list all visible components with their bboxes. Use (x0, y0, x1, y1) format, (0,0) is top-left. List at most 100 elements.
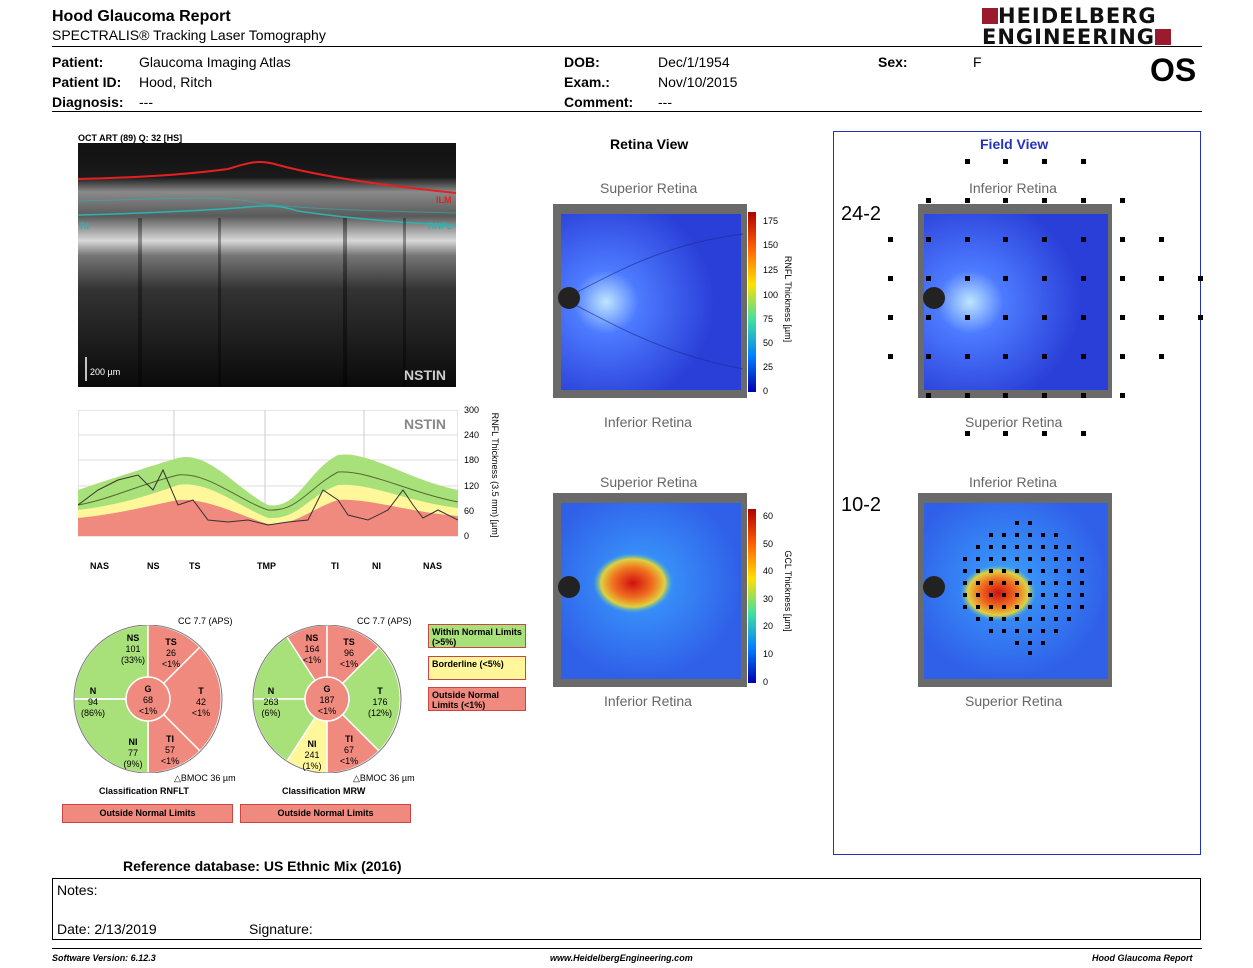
mrw-sector-ts: TS 96 <1% (339, 637, 359, 669)
notes-box[interactable] (52, 878, 1201, 940)
field-map1-top-label: Inferior Retina (969, 180, 1057, 196)
retina-map1-top-label: Superior Retina (600, 180, 698, 196)
profile-y-axis-label: RNFL Thickness (3.5 mm) [µm] (490, 412, 500, 538)
field-map2-bottom-label: Superior Retina (965, 693, 1063, 709)
eye-label: OS (1150, 52, 1197, 88)
profile-ytick-60: 60 (464, 506, 475, 516)
rnfl-scale-tick-175: 175 (763, 216, 779, 226)
logo-line-2: ENGINEERING (982, 25, 1172, 49)
mrw-sector-g: G 187 <1% (317, 684, 337, 716)
gcl-scale-label: GCL Thickness [µm] (783, 550, 793, 632)
header-divider (52, 46, 1202, 47)
profile-xtick-tmp: TMP (257, 561, 276, 571)
profile-nstin-label: NSTIN (404, 416, 446, 432)
software-version: Software Version: 6.12.3 (52, 953, 156, 963)
profile-ytick-180: 180 (464, 455, 480, 465)
retina-map2-bottom-label: Inferior Retina (604, 693, 692, 709)
rnflt-sector-ni: NI 77 (9%) (123, 737, 143, 769)
logo-text-2: ENGINEERING (982, 25, 1156, 49)
rnflt-sector-n: N 94 (86%) (80, 686, 105, 718)
mrw-classification-label: Classification MRW (282, 786, 366, 796)
patient-value: Glaucoma Imaging Atlas (139, 54, 291, 70)
oct-bscan-image: ILM RI RNFL 200 µm NSTIN (77, 143, 457, 387)
footer-divider (52, 948, 1202, 949)
sex-label: Sex: (878, 54, 908, 70)
sex-value: F (973, 54, 982, 70)
dob-label: DOB: (564, 54, 600, 70)
profile-xtick-nas: NAS (90, 561, 110, 571)
field-map1-bottom-label: Superior Retina (965, 414, 1063, 430)
signature-label: Signature: (249, 921, 313, 937)
comment-value: --- (658, 94, 672, 110)
rnfl-scale-tick-75: 75 (763, 314, 774, 324)
reference-database: Reference database: US Ethnic Mix (2016) (123, 858, 402, 874)
field-view-title: Field View (980, 136, 1049, 152)
exam-value: Nov/10/2015 (658, 74, 738, 90)
field-24-2-test-points (888, 159, 1203, 436)
profile-xtick-nas-2: NAS (423, 561, 443, 571)
retina-map2-top-label: Superior Retina (600, 474, 698, 490)
rnflt-sector-ts: TS 26 <1% (161, 637, 181, 669)
mrw-sector-n: N 263 (6%) (261, 686, 281, 718)
field-view-panel (833, 131, 1201, 855)
report-title: Hood Glaucoma Report (52, 8, 231, 25)
logo: HEIDELBERG (982, 6, 1157, 27)
rnflt-sector-ti: TI 57 <1% (160, 734, 180, 766)
rnfl-scale-tick-50: 50 (763, 338, 774, 348)
legend-within-normal: Within Normal Limits (>5%) (428, 624, 526, 648)
diagnosis-value: --- (139, 94, 153, 110)
logo-square-icon (1155, 29, 1172, 45)
notes-label: Notes: (57, 882, 98, 898)
profile-xtick-ni: NI (372, 561, 381, 571)
field-map2-top-label: Inferior Retina (969, 474, 1057, 490)
report-subtitle: SPECTRALIS® Tracking Laser Tomography (52, 27, 326, 43)
rnfl-scale-tick-150: 150 (763, 240, 779, 250)
rnflt-sector-g: G 68 <1% (138, 684, 158, 716)
oct-ilm-label: ILM (436, 195, 452, 205)
gcl-scale-tick-50: 50 (763, 539, 774, 549)
oct-scan-label: OCT ART (89) Q: 32 [HS] (78, 133, 183, 143)
logo-text-1: HEIDELBERG (998, 4, 1157, 28)
mrw-cc-label: CC 7.7 (APS) (357, 616, 412, 626)
profile-ytick-300: 300 (464, 405, 480, 415)
mrw-sector-ns: NS 164 <1% (302, 633, 322, 665)
oct-ri-label: RI (80, 221, 89, 231)
retina-map1-bottom-label: Inferior Retina (604, 414, 692, 430)
profile-xtick-ns: NS (147, 561, 160, 571)
mrw-sector-ti: TI 67 <1% (339, 734, 359, 766)
profile-xtick-ti: TI (331, 561, 339, 571)
date-label: Date: 2/13/2019 (57, 921, 157, 937)
logo-square-icon (982, 8, 998, 24)
gcl-scale-tick-30: 30 (763, 594, 774, 604)
field-24-2-label: 24-2 (841, 203, 882, 225)
profile-ytick-240: 240 (464, 430, 480, 440)
mrw-sector-ni: NI 241 (1%) (302, 739, 322, 771)
dob-value: Dec/1/1954 (658, 54, 730, 70)
oct-rnfl-label: RNFL (428, 221, 452, 231)
patient-id-value: Hood, Ritch (139, 74, 213, 90)
gcl-scale-tick-60: 60 (763, 511, 774, 521)
gcl-color-scale (748, 509, 756, 683)
gcl-scale-tick-10: 10 (763, 649, 774, 659)
patient-divider (52, 111, 1202, 112)
profile-xtick-ts: TS (189, 561, 201, 571)
rnfl-color-scale (748, 212, 756, 392)
field-10-2-map (918, 493, 1112, 687)
patient-id-label: Patient ID: (52, 74, 122, 90)
rnfl-thickness-map (553, 204, 747, 398)
gcl-scale-tick-0: 0 (763, 677, 769, 687)
exam-label: Exam.: (564, 74, 610, 90)
gcl-scale-tick-40: 40 (763, 566, 774, 576)
diagnosis-label: Diagnosis: (52, 94, 124, 110)
rnfl-scale-tick-25: 25 (763, 362, 774, 372)
rnflt-sector-chart (70, 624, 226, 774)
website-link[interactable]: www.HeidelbergEngineering.com (550, 953, 693, 963)
profile-ytick-120: 120 (464, 481, 480, 491)
legend-borderline: Borderline (<5%) (428, 656, 526, 680)
rnfl-scale-label: RNFL Thickness [µm] (783, 255, 793, 343)
rnfl-scale-tick-125: 125 (763, 265, 779, 275)
retina-view-title: Retina View (610, 136, 689, 152)
comment-label: Comment: (564, 94, 634, 110)
gcl-scale-tick-20: 20 (763, 621, 774, 631)
oct-nstin-label: NSTIN (404, 367, 446, 383)
